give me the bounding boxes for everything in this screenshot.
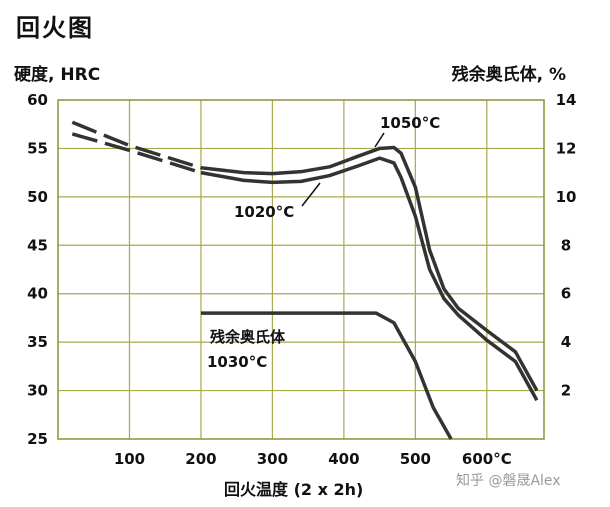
leader-1020 <box>301 182 321 207</box>
y-right-tick-label: 6 <box>561 285 571 303</box>
y-left-tick-label: 50 <box>27 188 48 206</box>
series-0-dashed <box>71 120 202 170</box>
y-right-tick-label: 14 <box>556 91 577 109</box>
y-right-tick-label: 10 <box>556 188 577 206</box>
x-tick-label: 500 <box>400 450 431 468</box>
annotation-1020: 1020°C <box>234 203 294 221</box>
plot-frame <box>57 99 545 440</box>
series-2 <box>200 311 453 440</box>
y-left-tick-label: 55 <box>27 139 48 157</box>
y-left-tick-label: 40 <box>27 285 48 303</box>
page-title: 回火图 <box>16 14 94 42</box>
series-1-dashed <box>71 132 202 175</box>
x-tick-label: 300 <box>257 450 288 468</box>
y-left-tick-label: 35 <box>27 333 48 351</box>
x-tick-label: 200 <box>185 450 216 468</box>
x-tick-label: 100 <box>114 450 145 468</box>
y-right-tick-label: 4 <box>561 333 571 351</box>
y-right-tick-label: 8 <box>561 236 571 254</box>
annotation-1050: 1050°C <box>380 114 440 132</box>
y-axis-right-label: 残余奥氏体, % <box>451 65 566 85</box>
y-left-tick-label: 60 <box>27 91 48 109</box>
leader-1050 <box>374 132 385 148</box>
watermark: 知乎 @磐晟Alex <box>456 473 561 489</box>
y-right-tick-label: 12 <box>556 139 577 157</box>
annotation-1030: 1030°C <box>207 353 267 371</box>
grid <box>57 99 545 440</box>
x-axis-label: 回火温度 (2 x 2h) <box>224 480 364 499</box>
x-tick-label: 600°C <box>462 450 512 468</box>
annotations: 1050°C 1020°C 残余奥氏体 1030°C <box>207 114 440 371</box>
y-axis-left-label: 硬度, HRC <box>14 65 101 85</box>
annotation-retained-austenite: 残余奥氏体 <box>210 328 286 346</box>
series-0-solid <box>200 145 539 392</box>
tick-labels: 100 200 300 400 500 600°C 25 30 35 40 45 50 55 60 2 4 6 8… <box>27 91 576 468</box>
x-tick-label: 400 <box>328 450 359 468</box>
y-right-tick-label: 2 <box>561 382 571 400</box>
y-left-tick-label: 45 <box>27 236 48 254</box>
series-1-solid <box>200 156 539 402</box>
series-lines <box>71 120 539 440</box>
y-left-tick-label: 30 <box>27 382 48 400</box>
y-left-tick-label: 25 <box>27 430 48 448</box>
